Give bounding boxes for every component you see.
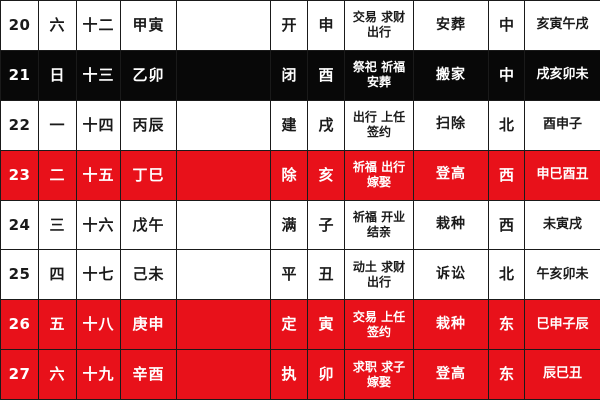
cell-jianchu: 平	[270, 249, 308, 301]
cell-lucky-hours: 戌亥卯未	[524, 49, 600, 101]
cell-suitable: 交易 求财 出行	[344, 0, 414, 51]
cell-chong: 子	[307, 199, 345, 251]
cell-suitable: 求职 求子 嫁娶	[344, 349, 414, 400]
cell-note	[176, 0, 271, 51]
cell-day-number: 20	[0, 0, 39, 51]
cell-lunar-date: 十八	[76, 299, 121, 351]
cell-lunar-date: 十五	[76, 149, 121, 201]
cell-weekday: 六	[38, 349, 77, 400]
cell-jianchu: 满	[270, 199, 308, 251]
cell-day-number: 24	[0, 199, 39, 251]
cell-weekday: 四	[38, 249, 77, 301]
table-row[interactable]: 20 六十二 甲寅 开申交易 求财 出行 安葬中亥寅午戌	[0, 0, 600, 51]
cell-day-number: 23	[0, 149, 39, 201]
cell-weekday: 三	[38, 199, 77, 251]
cell-jianchu: 建	[270, 99, 308, 151]
cell-lunar-date: 十六	[76, 199, 121, 251]
cell-avoid: 扫除	[413, 99, 489, 151]
cell-weekday: 一	[38, 99, 77, 151]
cell-ganzhi: 甲寅	[120, 0, 177, 51]
cell-chong: 寅	[307, 299, 345, 351]
cell-direction: 东	[488, 299, 525, 351]
cell-lunar-date: 十二	[76, 0, 121, 51]
cell-weekday: 二	[38, 149, 77, 201]
cell-avoid: 搬家	[413, 49, 489, 101]
cell-lunar-date: 十九	[76, 349, 121, 400]
cell-lucky-hours: 酉申子	[524, 99, 600, 151]
cell-jianchu: 开	[270, 0, 308, 51]
cell-weekday: 五	[38, 299, 77, 351]
cell-chong: 亥	[307, 149, 345, 201]
cell-ganzhi: 丁巳	[120, 149, 177, 201]
cell-chong: 卯	[307, 349, 345, 400]
table-row[interactable]: 25 四十七 己未 平丑动土 求财 出行 诉讼北午亥卯未	[0, 249, 600, 301]
cell-note	[176, 299, 271, 351]
cell-direction: 中	[488, 49, 525, 101]
cell-chong: 申	[307, 0, 345, 51]
cell-suitable: 动土 求财 出行	[344, 249, 414, 301]
cell-day-number: 27	[0, 349, 39, 400]
cell-lucky-hours: 午亥卯未	[524, 249, 600, 301]
cell-avoid: 登高	[413, 349, 489, 400]
cell-ganzhi: 乙卯	[120, 49, 177, 101]
cell-day-number: 26	[0, 299, 39, 351]
cell-chong: 丑	[307, 249, 345, 301]
cell-direction: 西	[488, 149, 525, 201]
cell-suitable: 祭祀 祈福 安葬	[344, 49, 414, 101]
cell-direction: 北	[488, 99, 525, 151]
cell-chong: 酉	[307, 49, 345, 101]
cell-jianchu: 闭	[270, 49, 308, 101]
table-row[interactable]: 23 二十五 丁巳 除亥祈福 出行 嫁娶 登高西申巳酉丑	[0, 149, 600, 201]
cell-ganzhi: 戊午	[120, 199, 177, 251]
cell-avoid: 登高	[413, 149, 489, 201]
cell-lunar-date: 十三	[76, 49, 121, 101]
cell-ganzhi: 丙辰	[120, 99, 177, 151]
cell-note	[176, 49, 271, 101]
cell-lucky-hours: 亥寅午戌	[524, 0, 600, 51]
table-row[interactable]: 21 日十三 乙卯 闭酉祭祀 祈福 安葬 搬家中戌亥卯未	[0, 49, 600, 101]
cell-suitable: 祈福 出行 嫁娶	[344, 149, 414, 201]
cell-day-number: 22	[0, 99, 39, 151]
cell-avoid: 栽种	[413, 299, 489, 351]
cell-jianchu: 执	[270, 349, 308, 400]
cell-day-number: 25	[0, 249, 39, 301]
cell-suitable: 祈福 开业 结亲	[344, 199, 414, 251]
table-row[interactable]: 22 一十四 丙辰 建戌出行 上任 签约 扫除北酉申子	[0, 99, 600, 151]
cell-jianchu: 定	[270, 299, 308, 351]
cell-lucky-hours: 巳申子辰	[524, 299, 600, 351]
table-row[interactable]: 27 六十九 辛酉 执卯求职 求子 嫁娶 登高东辰巳丑	[0, 349, 600, 400]
cell-lunar-date: 十七	[76, 249, 121, 301]
cell-day-number: 21	[0, 49, 39, 101]
cell-avoid: 栽种	[413, 199, 489, 251]
cell-ganzhi: 辛酉	[120, 349, 177, 400]
cell-avoid: 安葬	[413, 0, 489, 51]
cell-note	[176, 249, 271, 301]
cell-suitable: 出行 上任 签约	[344, 99, 414, 151]
table-row[interactable]: 24 三十六 戊午 满子祈福 开业 结亲 栽种西未寅戌	[0, 199, 600, 251]
cell-ganzhi: 庚申	[120, 299, 177, 351]
cell-weekday: 六	[38, 0, 77, 51]
cell-note	[176, 199, 271, 251]
table-row[interactable]: 26 五十八 庚申 定寅交易 上任 签约 栽种东巳申子辰	[0, 299, 600, 351]
cell-lucky-hours: 申巳酉丑	[524, 149, 600, 201]
cell-weekday: 日	[38, 49, 77, 101]
cell-ganzhi: 己未	[120, 249, 177, 301]
cell-avoid: 诉讼	[413, 249, 489, 301]
cell-chong: 戌	[307, 99, 345, 151]
cell-lucky-hours: 未寅戌	[524, 199, 600, 251]
cell-direction: 东	[488, 349, 525, 400]
cell-note	[176, 349, 271, 400]
cell-note	[176, 99, 271, 151]
cell-lucky-hours: 辰巳丑	[524, 349, 600, 400]
cell-direction: 西	[488, 199, 525, 251]
cell-suitable: 交易 上任 签约	[344, 299, 414, 351]
cell-jianchu: 除	[270, 149, 308, 201]
cell-lunar-date: 十四	[76, 99, 121, 151]
cell-note	[176, 149, 271, 201]
cell-direction: 北	[488, 249, 525, 301]
cell-direction: 中	[488, 0, 525, 51]
